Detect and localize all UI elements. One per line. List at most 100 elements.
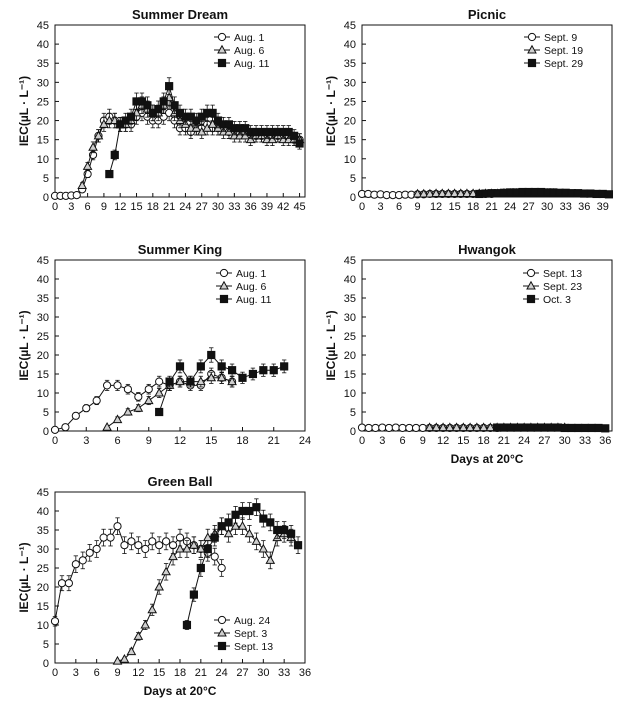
data-point-triangle bbox=[424, 422, 435, 432]
data-point-triangle bbox=[154, 581, 165, 591]
y-tick-label: 30 bbox=[344, 77, 356, 89]
data-point-square bbox=[499, 423, 508, 432]
data-point-circle bbox=[405, 423, 414, 433]
y-tick-label: 25 bbox=[37, 96, 49, 108]
data-point-square bbox=[553, 423, 563, 432]
y-tick-label: 45 bbox=[37, 20, 49, 32]
legend-marker-circle bbox=[217, 615, 227, 625]
data-point-circle bbox=[123, 385, 133, 394]
data-point-circle bbox=[175, 533, 185, 542]
data-point-square bbox=[506, 423, 515, 432]
x-axis-label: Days at 20°C bbox=[144, 684, 217, 698]
legend-marker-square bbox=[527, 58, 537, 68]
data-point-circle bbox=[106, 533, 115, 542]
x-tick-label: 0 bbox=[52, 667, 58, 679]
x-tick-label: 18 bbox=[236, 435, 248, 447]
x-tick-label: 27 bbox=[523, 201, 535, 213]
data-point-circle bbox=[391, 423, 400, 432]
x-tick-label: 0 bbox=[359, 435, 365, 447]
data-point-square bbox=[273, 525, 282, 535]
data-point-circle bbox=[168, 541, 178, 550]
x-tick-label: 24 bbox=[179, 201, 191, 213]
y-tick-label: 0 bbox=[43, 192, 49, 204]
legend-label: Oct. 3 bbox=[543, 294, 571, 306]
plot-frame bbox=[54, 491, 306, 664]
y-tick-label: 45 bbox=[344, 20, 356, 32]
data-point-square bbox=[238, 373, 247, 382]
y-tick-label: 5 bbox=[43, 407, 49, 419]
x-tick-label: 18 bbox=[477, 435, 489, 447]
chart-title: Summer King bbox=[138, 242, 223, 257]
x-tick-label: 0 bbox=[52, 435, 58, 447]
data-point-triangle bbox=[251, 536, 262, 545]
data-point-triangle bbox=[195, 376, 206, 386]
data-point-square bbox=[513, 423, 522, 432]
x-tick-label: 39 bbox=[597, 201, 609, 213]
data-point-square bbox=[217, 522, 226, 531]
data-point-triangle bbox=[102, 421, 112, 431]
x-tick-label: 30 bbox=[559, 435, 571, 447]
data-point-triangle bbox=[223, 528, 234, 538]
y-tick-label: 10 bbox=[344, 154, 356, 166]
data-point-circle bbox=[371, 423, 380, 433]
data-point-triangle bbox=[126, 646, 137, 656]
data-point-triangle bbox=[449, 188, 460, 198]
data-point-square bbox=[533, 423, 542, 432]
data-point-triangle bbox=[237, 520, 248, 530]
series-square bbox=[475, 187, 614, 199]
y-tick-label: 20 bbox=[344, 116, 356, 128]
x-tick-label: 21 bbox=[163, 201, 175, 213]
data-point-square bbox=[574, 423, 583, 433]
x-tick-label: 9 bbox=[420, 435, 426, 447]
y-tick-label: 45 bbox=[344, 255, 356, 267]
x-tick-label: 33 bbox=[560, 201, 572, 213]
data-point-square bbox=[182, 620, 192, 630]
y-axis-label: IEC(µL · L⁻¹) bbox=[17, 76, 31, 146]
data-point-square bbox=[493, 423, 502, 432]
data-point-triangle bbox=[93, 130, 104, 140]
y-tick-label: 25 bbox=[344, 331, 356, 343]
y-tick-label: 25 bbox=[37, 331, 49, 343]
y-tick-label: 30 bbox=[37, 544, 49, 556]
y-tick-label: 35 bbox=[37, 525, 49, 537]
legend-marker-triangle bbox=[527, 44, 537, 54]
data-point-triangle bbox=[82, 161, 93, 170]
legend-label: Sept. 19 bbox=[544, 45, 583, 57]
data-point-circle bbox=[113, 522, 122, 531]
y-tick-label: 45 bbox=[37, 487, 49, 499]
data-point-triangle bbox=[140, 619, 151, 629]
data-point-square bbox=[165, 82, 174, 91]
data-point-square bbox=[186, 377, 195, 386]
y-axis-label: IEC(µL · L⁻¹) bbox=[17, 310, 31, 380]
data-point-circle bbox=[57, 579, 67, 588]
x-tick-label: 24 bbox=[216, 667, 228, 679]
data-point-circle bbox=[64, 579, 73, 588]
plot-frame bbox=[54, 24, 306, 198]
x-tick-label: 36 bbox=[245, 201, 257, 213]
data-point-triangle bbox=[77, 180, 88, 190]
data-point-triangle bbox=[230, 520, 241, 530]
data-point-circle bbox=[155, 541, 164, 550]
data-point-triangle bbox=[88, 142, 98, 151]
data-point-triangle bbox=[182, 543, 192, 553]
data-point-triangle bbox=[147, 604, 158, 614]
x-tick-label: 12 bbox=[174, 435, 186, 447]
x-tick-label: 6 bbox=[396, 201, 402, 213]
data-point-square bbox=[208, 108, 217, 118]
y-tick-label: 35 bbox=[344, 293, 356, 305]
legend-label: Sept. 13 bbox=[543, 268, 582, 280]
legend-marker-triangle bbox=[217, 627, 227, 637]
data-point-triangle bbox=[133, 402, 144, 412]
y-tick-label: 25 bbox=[344, 96, 356, 108]
legend-marker-triangle bbox=[217, 44, 227, 54]
data-point-square bbox=[560, 423, 569, 433]
y-tick-label: 0 bbox=[350, 192, 356, 204]
y-tick-label: 40 bbox=[37, 39, 49, 51]
x-tick-label: 33 bbox=[278, 667, 290, 679]
y-tick-label: 25 bbox=[37, 563, 49, 575]
legend-label: Aug. 1 bbox=[236, 268, 267, 280]
